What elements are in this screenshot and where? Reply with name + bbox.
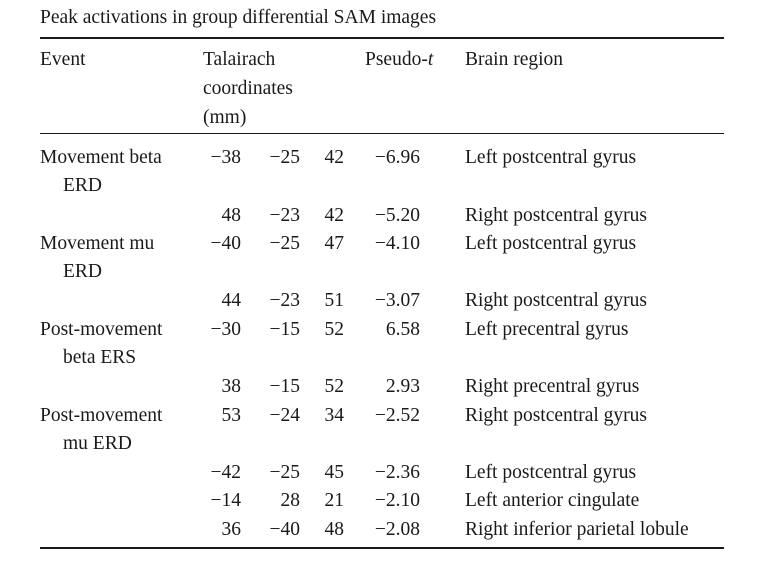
header-coordinates-line1: Talairach [203, 49, 276, 70]
coord-z-cell: 34 [324, 405, 345, 426]
coord-z-cell: 51 [324, 290, 345, 311]
event-label-line2: ERD [63, 175, 102, 196]
brain-region-cell: Right inferior parietal lobule [465, 519, 689, 540]
coord-z-cell: 48 [324, 519, 345, 540]
event-cell: Post-movement mu ERD [40, 402, 190, 458]
coord-y-cell: −23 [269, 205, 301, 226]
coord-x-cell: −38 [210, 147, 242, 168]
coord-z-cell: 52 [324, 319, 345, 340]
coord-y-cell: −15 [269, 319, 301, 340]
header-coordinates-line2: coordinates [203, 78, 293, 99]
coord-x-cell: 44 [221, 290, 242, 311]
header-pseudo-prefix: Pseudo- [365, 49, 428, 70]
header-pseudo-t-italic: t [427, 49, 434, 70]
event-label-line1: Movement mu [40, 233, 155, 254]
pseudo-t-cell: −4.10 [374, 233, 420, 254]
coord-y-cell: −25 [269, 147, 301, 168]
brain-region-cell: Right postcentral gyrus [465, 405, 647, 426]
coord-y-cell: −23 [269, 290, 301, 311]
event-cell: Movement mu ERD [40, 230, 190, 286]
event-label-line1: Movement beta [40, 147, 162, 168]
pseudo-t-cell: −2.08 [374, 519, 420, 540]
coord-z-cell: 45 [324, 462, 345, 483]
header-rule [40, 133, 724, 134]
coord-x-cell: −40 [210, 233, 242, 254]
event-label-line2: mu ERD [63, 433, 132, 454]
bottom-rule [40, 547, 724, 549]
brain-region-cell: Left postcentral gyrus [465, 462, 637, 483]
brain-region-cell: Left precentral gyrus [465, 319, 629, 340]
coord-x-cell: 38 [221, 376, 242, 397]
brain-region-cell: Right postcentral gyrus [465, 205, 647, 226]
header-pseudo-t: Pseudo-t [365, 45, 433, 74]
brain-region-cell: Left postcentral gyrus [465, 147, 637, 168]
event-cell: Movement beta ERD [40, 144, 190, 200]
coord-x-cell: −14 [210, 490, 242, 511]
header-brain-region: Brain region [465, 49, 564, 70]
coord-y-cell: −24 [269, 405, 301, 426]
pseudo-t-cell: −2.10 [374, 490, 420, 511]
coord-z-cell: 42 [324, 147, 345, 168]
coord-x-cell: 53 [221, 405, 242, 426]
pseudo-t-cell: −2.36 [374, 462, 420, 483]
brain-region-cell: Right precentral gyrus [465, 376, 640, 397]
event-label-line1: Post-movement [40, 319, 163, 340]
coord-z-cell: 21 [324, 490, 345, 511]
coord-y-cell: −25 [269, 462, 301, 483]
event-cell: Post-movement beta ERS [40, 316, 190, 372]
coord-y-cell: −25 [269, 233, 301, 254]
coord-z-cell: 52 [324, 376, 345, 397]
pseudo-t-cell: −3.07 [374, 290, 420, 311]
pseudo-t-cell: 6.58 [385, 319, 420, 340]
pseudo-t-cell: −5.20 [374, 205, 420, 226]
coord-x-cell: −30 [210, 319, 242, 340]
header-coordinates: Talairach coordinates (mm) [203, 45, 293, 132]
pseudo-t-cell: 2.93 [385, 376, 420, 397]
event-label-line1: Post-movement [40, 405, 163, 426]
coord-x-cell: 36 [221, 519, 242, 540]
pseudo-t-cell: −6.96 [374, 147, 420, 168]
brain-region-cell: Right postcentral gyrus [465, 290, 647, 311]
brain-region-cell: Left anterior cingulate [465, 490, 640, 511]
coord-x-cell: −42 [210, 462, 242, 483]
coord-y-cell: 28 [280, 490, 301, 511]
coord-z-cell: 47 [324, 233, 345, 254]
coord-z-cell: 42 [324, 205, 345, 226]
event-label-line2: ERD [63, 261, 102, 282]
pseudo-t-cell: −2.52 [374, 405, 420, 426]
coord-y-cell: −15 [269, 376, 301, 397]
table-caption: Peak activations in group differential S… [40, 7, 437, 28]
brain-region-cell: Left postcentral gyrus [465, 233, 637, 254]
event-label-line2: beta ERS [63, 347, 137, 368]
coord-y-cell: −40 [269, 519, 301, 540]
coord-x-cell: 48 [221, 205, 242, 226]
header-coordinates-line3: (mm) [203, 107, 247, 128]
header-event: Event [40, 49, 86, 70]
top-rule [40, 37, 724, 39]
